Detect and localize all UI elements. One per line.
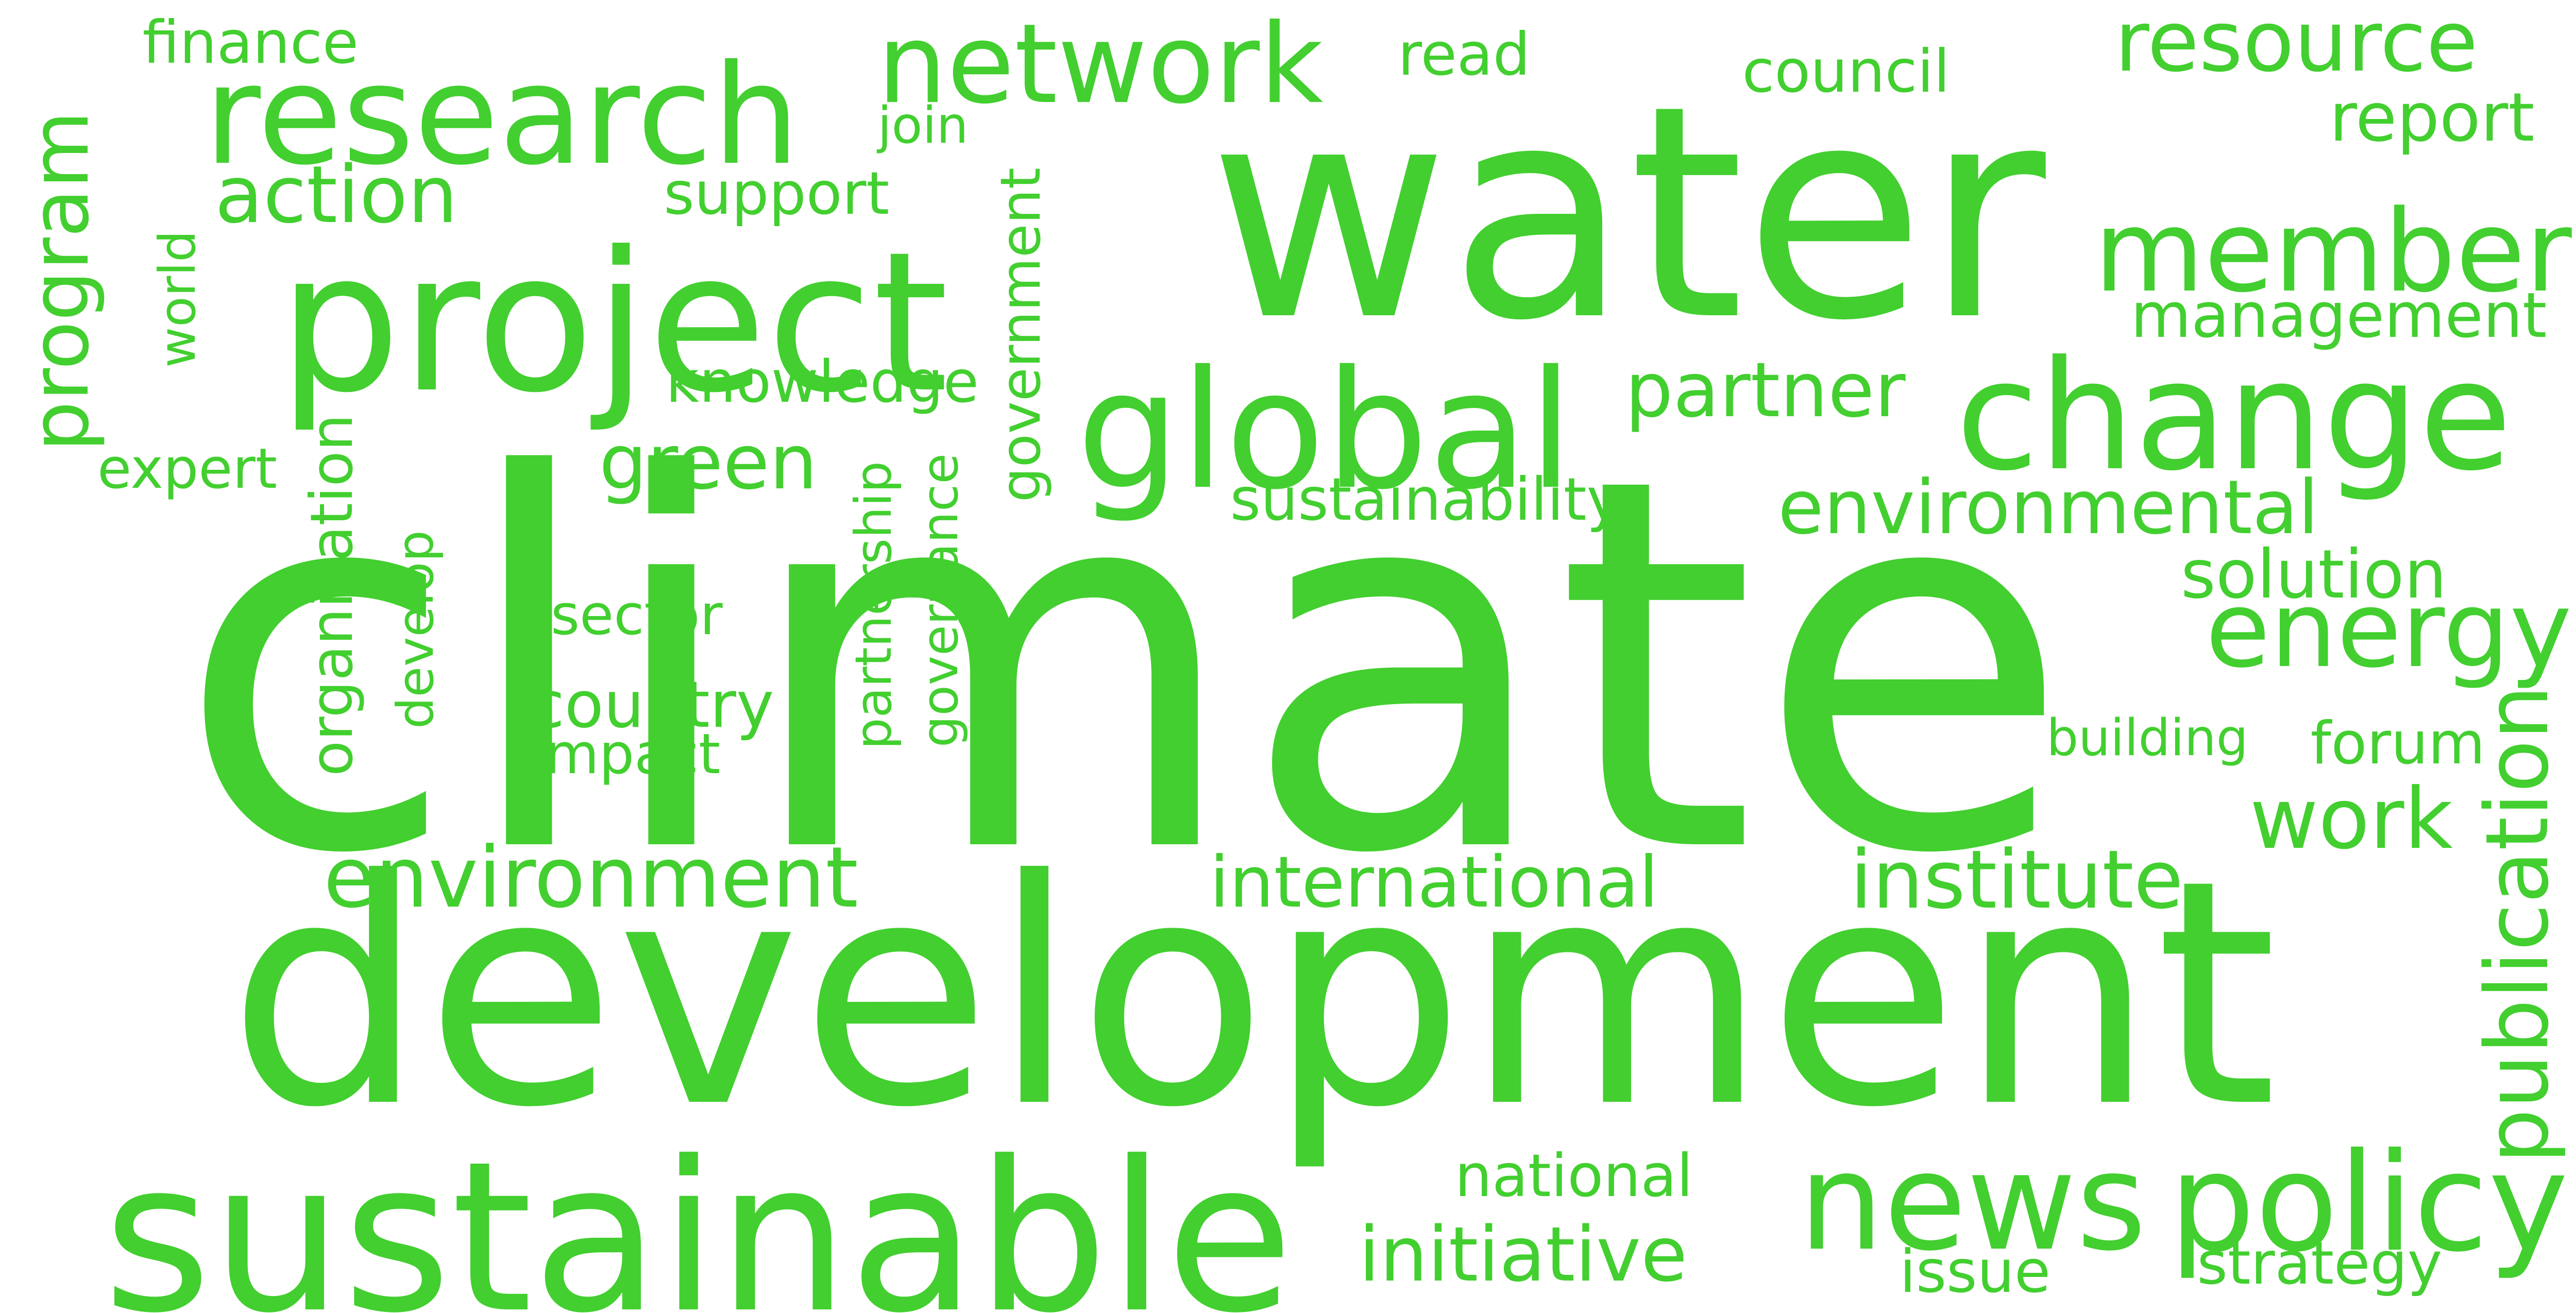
word-environment: environment xyxy=(323,829,858,927)
word-council: council xyxy=(1742,37,1950,106)
word-green: green xyxy=(599,418,818,506)
word-partnership: partnership xyxy=(844,461,903,749)
word-global: global xyxy=(1076,335,1574,525)
word-publication: publication xyxy=(2466,685,2568,1164)
word-environmental: environmental xyxy=(1777,464,2319,551)
word-knowledge: knowledge xyxy=(666,348,979,416)
word-organization: organization xyxy=(298,414,366,777)
word-international: international xyxy=(1209,842,1659,924)
word-government: government xyxy=(989,167,1053,503)
word-work: work xyxy=(2249,771,2453,868)
word-sustainable: sustainable xyxy=(103,1117,1294,1313)
word-national: national xyxy=(1454,1141,1693,1210)
word-program: program xyxy=(13,110,107,452)
word-governance: governance xyxy=(911,453,969,747)
word-climate: climate xyxy=(176,369,2072,965)
word-join: join xyxy=(877,96,969,155)
word-research: research xyxy=(204,36,800,196)
word-water: water xyxy=(1208,43,2046,385)
word-strategy: strategy xyxy=(2197,1229,2443,1298)
word-read: read xyxy=(1398,20,1531,89)
word-initiative: initiative xyxy=(1359,1210,1688,1299)
word-institute: institute xyxy=(1850,832,2183,927)
word-network: network xyxy=(877,0,1324,128)
word-issue: issue xyxy=(1900,1237,2051,1306)
word-sustainability: sustainability xyxy=(1230,465,1622,534)
word-world: world xyxy=(148,230,207,368)
word-member: member xyxy=(2094,185,2572,318)
word-change: change xyxy=(1956,328,2512,504)
word-action: action xyxy=(214,149,458,242)
word-resource: resource xyxy=(2114,0,2478,91)
word-support: support xyxy=(664,159,890,228)
word-partner: partner xyxy=(1625,346,1906,434)
word-sector: sector xyxy=(551,583,723,647)
word-country: country xyxy=(529,668,774,742)
word-policy: policy xyxy=(2169,1124,2569,1283)
word-news: news xyxy=(1799,1123,2147,1281)
word-solution: solution xyxy=(2180,535,2447,613)
word-management: management xyxy=(2130,279,2547,352)
word-expert: expert xyxy=(97,437,277,502)
word-building: building xyxy=(2046,709,2248,768)
word-development: development xyxy=(228,813,2278,1175)
word-project: project xyxy=(278,211,949,435)
word-forum: forum xyxy=(2310,708,2485,777)
word-energy: energy xyxy=(2206,569,2572,691)
word-finance: finance xyxy=(142,8,359,77)
word-develop: develop xyxy=(386,530,445,729)
word-report: report xyxy=(2329,78,2535,157)
word-impact: impact xyxy=(530,722,721,787)
